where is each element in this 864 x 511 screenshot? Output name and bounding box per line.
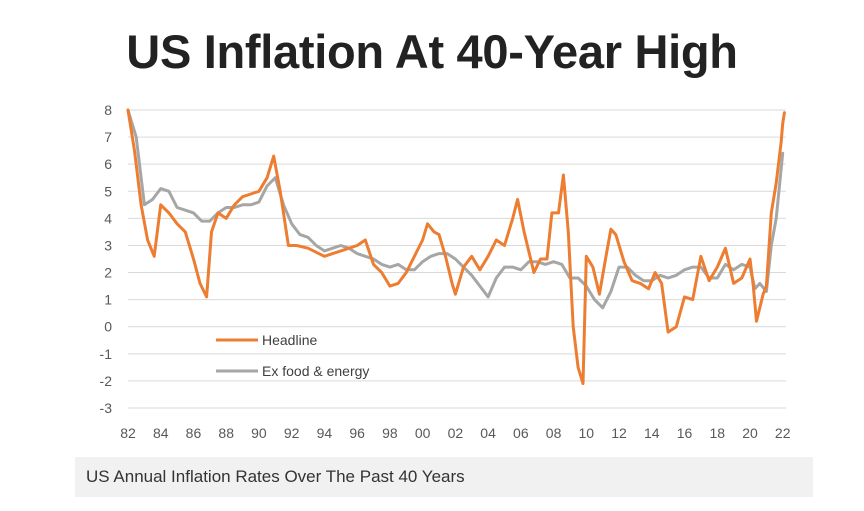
y-tick-label: 3 — [104, 237, 112, 253]
x-tick-label: 02 — [448, 425, 464, 441]
y-tick-label: 5 — [104, 183, 112, 199]
x-tick-label: 90 — [251, 425, 267, 441]
series-lines — [126, 108, 786, 386]
chart-title: US Inflation At 40-Year High — [126, 25, 738, 78]
y-tick-label: 7 — [104, 129, 112, 145]
y-tick-label: 8 — [104, 102, 112, 118]
legend-label-headline: Headline — [262, 332, 317, 348]
y-axis-tick-labels: 8 7 6 5 4 3 2 1 0 -1 -2 -3 — [100, 102, 113, 416]
x-tick-label: 18 — [709, 425, 725, 441]
y-tick-label: 6 — [104, 156, 112, 172]
x-tick-label: 20 — [742, 425, 758, 441]
y-tick-label: 4 — [104, 210, 112, 226]
x-tick-label: 06 — [513, 425, 529, 441]
y-tick-label: -3 — [100, 400, 113, 416]
x-tick-label: 86 — [186, 425, 202, 441]
x-tick-label: 10 — [579, 425, 595, 441]
x-tick-label: 92 — [284, 425, 300, 441]
x-tick-label: 08 — [546, 425, 562, 441]
series-line-ex-food-energy — [126, 108, 785, 310]
series-line-headline — [126, 108, 786, 386]
y-tick-label: -2 — [100, 373, 113, 389]
x-tick-label: 16 — [677, 425, 693, 441]
x-tick-label: 88 — [218, 425, 234, 441]
y-tick-label: 1 — [104, 292, 112, 308]
y-tick-label: 2 — [104, 265, 112, 281]
legend: Headline Ex food & energy — [216, 332, 369, 379]
x-tick-label: 82 — [120, 425, 136, 441]
chart-caption: US Annual Inflation Rates Over The Past … — [75, 457, 813, 497]
x-tick-label: 84 — [153, 425, 169, 441]
x-axis-tick-labels: 82 84 86 88 90 92 94 96 98 00 02 04 06 08 10 12 14 16 18 20… — [120, 425, 791, 441]
x-tick-label: 04 — [480, 425, 496, 441]
x-tick-label: 98 — [382, 425, 398, 441]
x-tick-label: 12 — [611, 425, 627, 441]
x-tick-label: 00 — [415, 425, 431, 441]
grid-lines — [128, 109, 786, 409]
legend-label-ex-food-energy: Ex food & energy — [262, 363, 369, 379]
x-tick-label: 14 — [644, 425, 660, 441]
x-tick-label: 22 — [775, 425, 791, 441]
y-tick-label: 0 — [104, 319, 112, 335]
x-tick-label: 94 — [317, 425, 333, 441]
y-tick-label: -1 — [100, 346, 113, 362]
x-tick-label: 96 — [349, 425, 365, 441]
